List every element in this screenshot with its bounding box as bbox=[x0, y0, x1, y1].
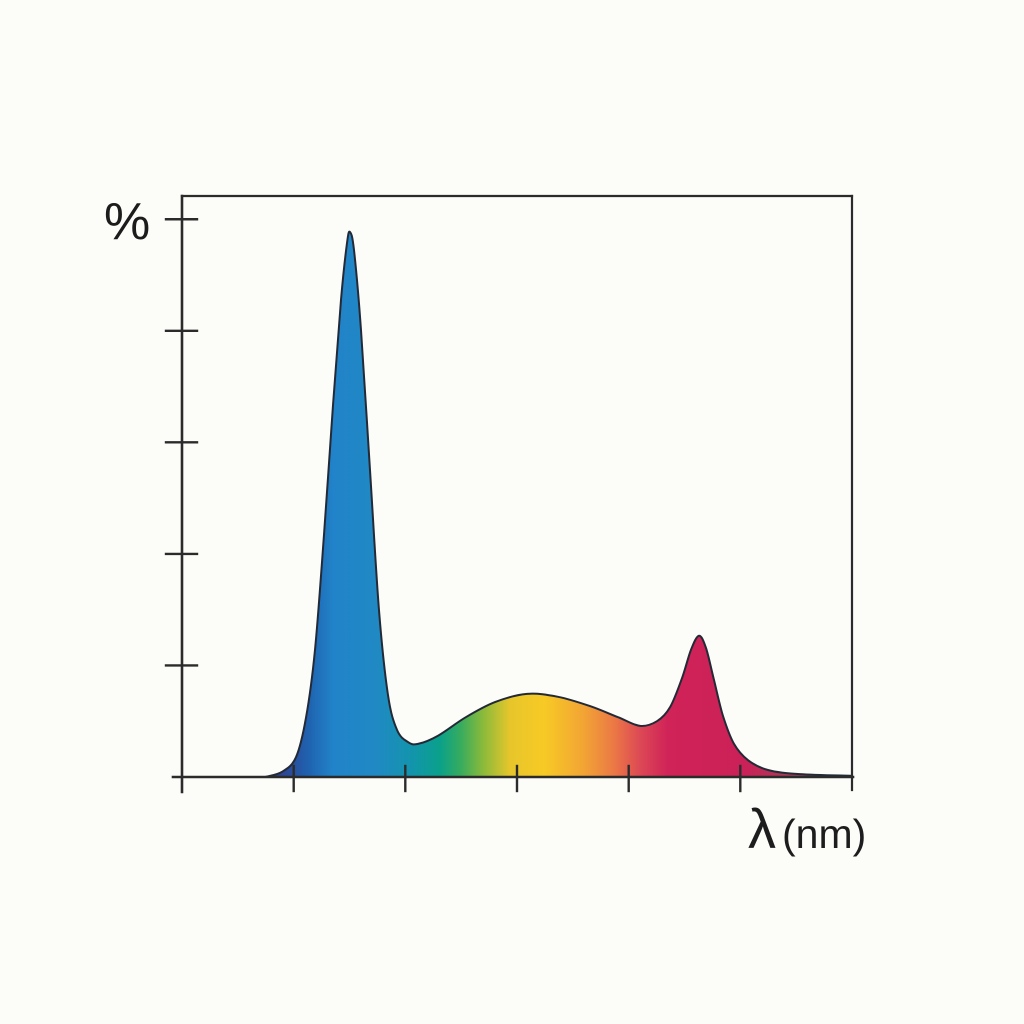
spectrum-curve bbox=[264, 230, 853, 778]
x-axis-label-unit: (nm) bbox=[782, 811, 867, 857]
chart-axes bbox=[164, 194, 855, 794]
y-axis-label: % bbox=[104, 193, 152, 251]
spectrum-area bbox=[265, 231, 852, 778]
spectrum-outline bbox=[264, 230, 853, 778]
x-axis-label-lambda: λ bbox=[748, 797, 776, 860]
x-axis-label: λ (nm) bbox=[748, 796, 866, 861]
